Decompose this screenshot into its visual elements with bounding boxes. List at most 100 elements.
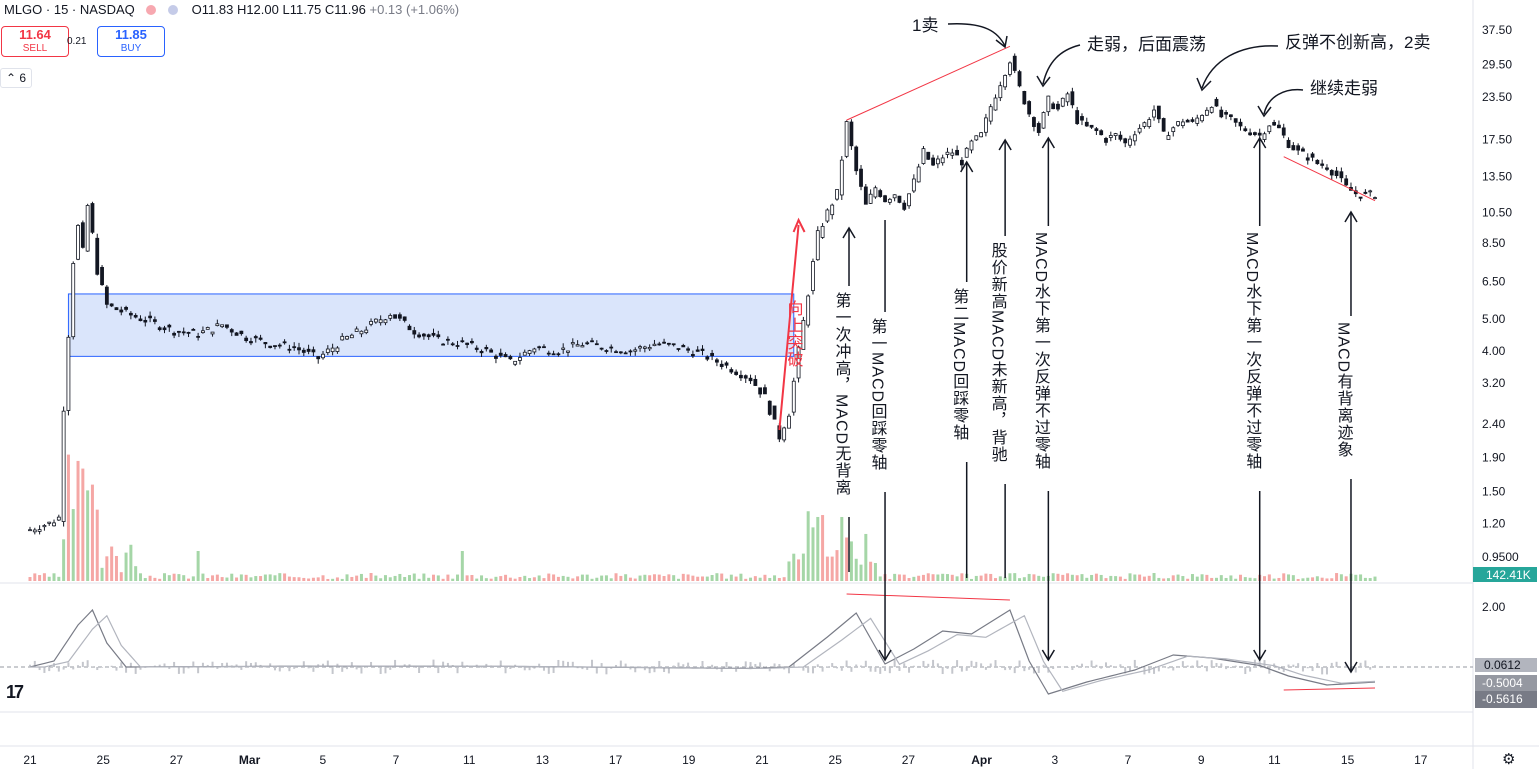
volume-bar (57, 576, 61, 581)
volume-bar (134, 566, 138, 581)
symbol-title[interactable]: MLGO · 15 · NASDAQ (4, 2, 135, 17)
volume-bar (921, 574, 925, 581)
macd-hist-bar (1105, 662, 1107, 667)
volume-bar (1282, 573, 1286, 581)
macd-hist-bar (975, 661, 978, 667)
buy-button[interactable]: 11.85 BUY (97, 26, 165, 57)
indicators-toggle[interactable]: ⌃ 6 (0, 68, 32, 88)
volume-bar (1301, 578, 1305, 581)
volume-bar (311, 577, 315, 581)
macd-hist-bar (1301, 667, 1304, 672)
candle-body (1277, 124, 1281, 129)
volume-bar (585, 574, 589, 581)
macd-hist-bar (1263, 660, 1266, 667)
candle-body (201, 330, 205, 334)
time-axis-tick: 25 (829, 753, 843, 767)
macd-hist-bar (591, 659, 594, 667)
candle-body (767, 400, 772, 415)
time-axis-tick: 15 (1341, 753, 1355, 767)
volume-bar (119, 572, 123, 581)
candle-body (830, 204, 835, 216)
volume-bar (600, 575, 604, 581)
time-axis-tick: 27 (902, 753, 916, 767)
volume-bar (259, 576, 263, 581)
volume-bar (825, 556, 829, 581)
candle-body (1200, 115, 1204, 122)
macd-hist-bar (269, 663, 272, 667)
candle-body (1344, 178, 1349, 186)
volume-bar (917, 575, 921, 581)
volume-bar (1291, 575, 1295, 581)
volume-bar (681, 573, 685, 581)
volume-bar (854, 558, 858, 581)
buy-label: BUY (120, 43, 142, 54)
volume-bar (263, 574, 267, 581)
macd-hist-bar (581, 667, 584, 670)
candle-body (316, 356, 321, 360)
macd-hist-bar (1129, 667, 1132, 671)
candle-body (739, 374, 743, 379)
volume-bar (1200, 574, 1204, 581)
macd-hist-bar (249, 662, 252, 667)
candle-body (604, 350, 609, 352)
macd-hist-bar (1205, 667, 1208, 672)
sell-button[interactable]: 11.64 SELL (1, 26, 69, 57)
candle-body (268, 345, 273, 348)
volume-bar (1013, 573, 1017, 581)
volume-bar (1248, 577, 1252, 581)
volume-bar (100, 567, 104, 581)
candle-body (575, 344, 580, 347)
candle-body (1214, 98, 1219, 107)
candle-body (393, 314, 397, 319)
macd-hist-bar (240, 667, 243, 670)
volume-bar (532, 577, 536, 581)
divergence-line-price-2 (1283, 156, 1376, 202)
candle-body (1108, 135, 1113, 138)
price-axis-tick: 1.90 (1482, 451, 1506, 465)
volume-bar (95, 509, 99, 581)
volume-bar (1181, 576, 1185, 581)
candle-body (71, 263, 76, 338)
macd-axis-tick: 0.0612 (1484, 658, 1521, 672)
volume-bar (686, 574, 690, 581)
gear-icon[interactable]: ⚙ (1502, 751, 1516, 768)
macd-hist-bar (663, 667, 666, 673)
volume-bar (1224, 577, 1228, 581)
candle-body (1171, 127, 1176, 133)
volume-bar (436, 575, 440, 581)
candle-body (796, 346, 801, 379)
candle-body (229, 329, 234, 333)
candle-body (1320, 163, 1325, 166)
time-axis-tick: 25 (97, 753, 111, 767)
candle-body (518, 357, 522, 361)
volume-bar (215, 574, 219, 581)
macd-hist-bar (956, 660, 959, 667)
candle-body (681, 345, 686, 348)
macd-hist-bar (43, 667, 46, 673)
annotation-label: 第一次冲高，MACD无背离 (833, 292, 852, 496)
macd-hist-bar (802, 667, 805, 671)
candle-body (662, 341, 666, 344)
candle-body (734, 371, 739, 375)
candle-body (1118, 134, 1123, 140)
price-axis-tick: 17.50 (1482, 132, 1512, 146)
macd-hist-bar (57, 667, 60, 672)
volume-bar (710, 574, 714, 581)
candle-body (1056, 103, 1060, 110)
annotation-label: MACD有背离迹象 (1334, 322, 1353, 458)
volume-bar (201, 573, 205, 581)
volume-bar (1339, 574, 1343, 581)
macd-hist-bar (980, 663, 983, 667)
macd-hist-bar (336, 663, 339, 667)
macd-hist-bar (595, 667, 598, 674)
macd-hist-bar (201, 662, 204, 667)
ohlc-values: O11.83 H12.00 L11.75 C11.96 +0.13 (+1.06… (191, 2, 460, 17)
candle-body (844, 121, 849, 157)
candle-body (849, 121, 854, 147)
macd-hist-bar (1023, 667, 1026, 672)
candle-body (926, 151, 931, 160)
macd-hist-bar (1374, 665, 1376, 667)
macd-hist-bar (576, 667, 579, 669)
macd-hist-bar (129, 662, 132, 667)
